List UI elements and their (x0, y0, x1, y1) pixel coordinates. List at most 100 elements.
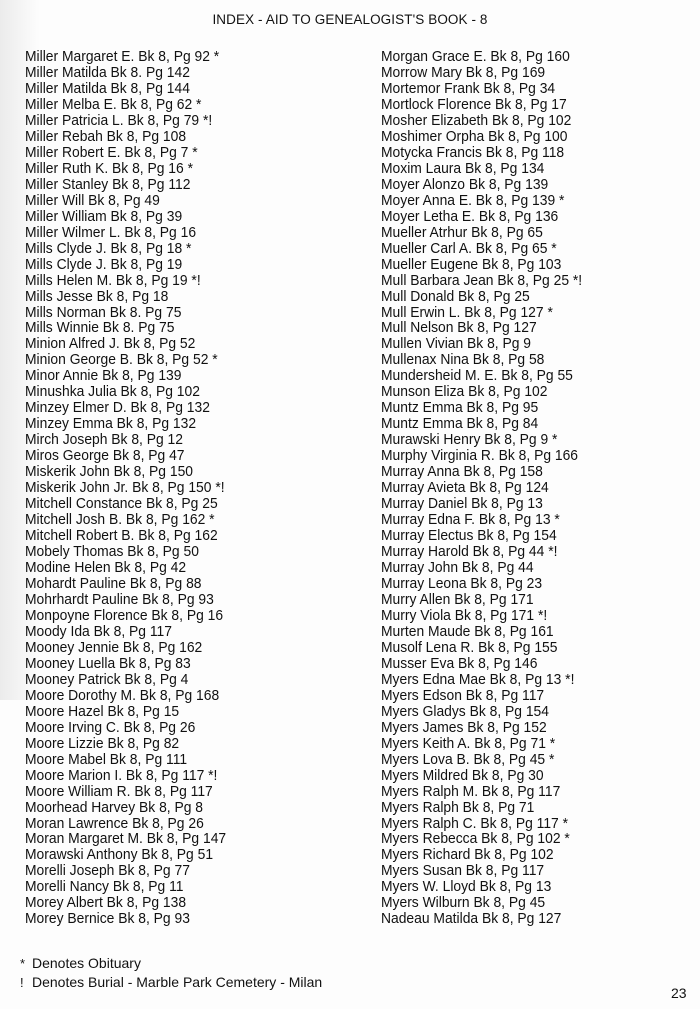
index-entry: Miller Stanley Bk 8, Pg 112 (25, 176, 191, 193)
index-entry: Mobely Thomas Bk 8, Pg 50 (25, 544, 199, 561)
legend-obituary: * Denotes Obituary (20, 955, 141, 971)
obituary-symbol: * (20, 956, 26, 971)
index-entry: Minzey Emma Bk 8, Pg 132 (25, 416, 197, 433)
index-entry: Moody Ida Bk 8, Pg 117 (25, 623, 172, 640)
index-entry: Miller Rebah Bk 8, Pg 108 (25, 128, 187, 145)
index-entry: Moxim Laura Bk 8, Pg 134 (381, 160, 545, 177)
burial-symbol: ! (20, 975, 24, 990)
index-entry: Mirch Joseph Bk 8, Pg 12 (25, 432, 183, 449)
scan-shading (0, 0, 40, 700)
index-entry: Miskerik John Jr. Bk 8, Pg 150 *! (25, 480, 225, 497)
index-entry: Miller Matilda Bk 8. Pg 142 (25, 64, 190, 81)
index-entry: Mooney Patrick Bk 8, Pg 4 (25, 671, 189, 688)
index-entry: Miros George Bk 8, Pg 47 (25, 448, 185, 465)
index-entry: Miller Robert E. Bk 8, Pg 7 * (25, 144, 198, 161)
index-entry: Mills Jesse Bk 8, Pg 18 (25, 288, 169, 305)
index-entry: Myers Edna Mae Bk 8, Pg 13 *! (381, 671, 575, 688)
index-entry: Myers Lova B. Bk 8, Pg 45 * (381, 751, 555, 768)
index-entry: Mueller Atrhur Bk 8, Pg 65 (381, 224, 543, 241)
index-entry: Morelli Joseph Bk 8, Pg 77 (25, 863, 190, 880)
index-entry: Moyer Letha E. Bk 8, Pg 136 (381, 208, 559, 225)
index-entry: Minor Annie Bk 8, Pg 139 (25, 368, 182, 385)
index-entry: Moyer Anna E. Bk 8, Pg 139 * (381, 192, 565, 209)
index-entry: Moore Irving C. Bk 8, Pg 26 (25, 719, 196, 736)
legend-burial: ! Denotes Burial - Marble Park Cemetery -… (20, 974, 322, 990)
index-column-left: Miller Margaret E. Bk 8, Pg 92 * Miller M… (25, 49, 237, 927)
index-entry: Minushka Julia Bk 8, Pg 102 (25, 384, 200, 401)
index-entry: Moore Hazel Bk 8, Pg 15 (25, 703, 180, 720)
index-entry: Murry Viola Bk 8, Pg 171 *! (381, 607, 548, 624)
index-entry: Murray Electus Bk 8, Pg 154 (381, 528, 557, 545)
index-entry: Moorhead Harvey Bk 8, Pg 8 (25, 799, 204, 816)
index-entry: Murray Anna Bk 8, Pg 158 (381, 464, 543, 481)
index-entry: Muntz Emma Bk 8, Pg 84 (381, 416, 539, 433)
index-entry: Moore Marion I. Bk 8, Pg 117 *! (25, 767, 218, 784)
index-entry: Morey Albert Bk 8, Pg 138 (25, 895, 187, 912)
index-entry: Musolf Lena R. Bk 8, Pg 155 (381, 639, 558, 656)
index-entry: Muntz Emma Bk 8, Pg 95 (381, 400, 539, 417)
index-entry: Moshimer Orpha Bk 8, Pg 100 (381, 128, 568, 145)
index-entry: Moyer Alonzo Bk 8, Pg 139 (381, 176, 549, 193)
index-entry: Myers Ralph M. Bk 8, Pg 117 (381, 783, 561, 800)
index-entry: Monpoyne Florence Bk 8, Pg 16 (25, 607, 224, 624)
index-entry: Myers Wilburn Bk 8, Pg 45 (381, 895, 546, 912)
index-entry: Murry Allen Bk 8, Pg 171 (381, 591, 534, 608)
index-entry: Mull Barbara Jean Bk 8, Pg 25 *! (381, 272, 583, 289)
index-entry: Myers W. Lloyd Bk 8, Pg 13 (381, 879, 552, 896)
index-entry: Murray Avieta Bk 8, Pg 124 (381, 480, 549, 497)
page-title: INDEX - AID TO GENEALOGIST'S BOOK - 8 (212, 12, 488, 27)
index-entry: Motycka Francis Bk 8, Pg 118 (381, 144, 565, 161)
index-entry: Morgan Grace E. Bk 8, Pg 160 (381, 49, 570, 65)
index-entry: Mohardt Pauline Bk 8, Pg 88 (25, 575, 202, 592)
index-entry: Mortemor Frank Bk 8, Pg 34 (381, 80, 556, 97)
index-entry: Mundersheid M. E. Bk 8, Pg 55 (381, 368, 573, 385)
index-entry: Murawski Henry Bk 8, Pg 9 * (381, 432, 558, 449)
index-entry: Mooney Luella Bk 8, Pg 83 (25, 655, 191, 672)
index-entry: Mills Norman Bk 8. Pg 75 (25, 304, 182, 321)
index-entry: Miller Ruth K. Bk 8, Pg 16 * (25, 160, 193, 177)
index-entry: Mull Erwin L. Bk 8, Pg 127 * (381, 304, 553, 321)
index-entry: Miller Melba E. Bk 8, Pg 62 * (25, 96, 202, 113)
index-entry: Miller Margaret E. Bk 8, Pg 92 * (25, 49, 220, 65)
index-entry: Myers Gladys Bk 8, Pg 154 (381, 703, 549, 720)
index-entry: Miller Patricia L. Bk 8, Pg 79 *! (25, 112, 213, 129)
index-entry: Moore William R. Bk 8, Pg 117 (25, 783, 213, 800)
index-entry: Mitchell Josh B. Bk 8, Pg 162 * (25, 512, 215, 529)
index-entry: Mooney Jennie Bk 8, Pg 162 (25, 639, 203, 656)
index-entry: Mohrhardt Pauline Bk 8, Pg 93 (25, 591, 214, 608)
index-entry: Myers Susan Bk 8, Pg 117 (381, 863, 545, 880)
index-entry: Nadeau Matilda Bk 8, Pg 127 (381, 911, 562, 928)
index-entry: Moore Dorothy M. Bk 8, Pg 168 (25, 687, 220, 704)
index-entry: Mortlock Florence Bk 8, Pg 17 (381, 96, 567, 113)
index-entry: Myers Mildred Bk 8, Pg 30 (381, 767, 544, 784)
index-entry: Mitchell Constance Bk 8, Pg 25 (25, 496, 218, 513)
index-entry: Miller William Bk 8, Pg 39 (25, 208, 183, 225)
obituary-legend-text: Denotes Obituary (32, 955, 141, 971)
index-entry: Musser Eva Bk 8, Pg 146 (381, 655, 538, 672)
index-entry: Murray John Bk 8, Pg 44 (381, 560, 534, 576)
index-entry: Morey Bernice Bk 8, Pg 93 (25, 911, 190, 928)
index-entry: Mullen Vivian Bk 8, Pg 9 (381, 336, 532, 353)
index-entry: Myers Rebecca Bk 8, Pg 102 * (381, 831, 570, 848)
index-entry: Modine Helen Bk 8, Pg 42 (25, 560, 187, 576)
index-entry: Murray Daniel Bk 8, Pg 13 (381, 496, 543, 513)
burial-legend-text: Denotes Burial - Marble Park Cemetery - … (32, 974, 323, 990)
index-entry: Miller Wilmer L. Bk 8, Pg 16 (25, 224, 197, 241)
index-entry: Mueller Eugene Bk 8, Pg 103 (381, 256, 562, 273)
index-entry: Murphy Virginia R. Bk 8, Pg 166 (381, 448, 579, 465)
index-entry: Minion George B. Bk 8, Pg 52 * (25, 352, 218, 369)
index-entry: Murray Leona Bk 8, Pg 23 (381, 575, 543, 592)
index-entry: Mills Winnie Bk 8. Pg 75 (25, 320, 175, 337)
index-entry: Miller Will Bk 8, Pg 49 (25, 192, 160, 209)
index-entry: Myers James Bk 8, Pg 152 (381, 719, 547, 736)
index-entry: Miller Matilda Bk 8, Pg 144 (25, 80, 190, 97)
index-entry: Morrow Mary Bk 8, Pg 169 (381, 64, 546, 81)
page-number: 23 (671, 985, 687, 1001)
index-entry: Mills Clyde J. Bk 8, Pg 19 (25, 256, 183, 273)
index-entry: Myers Edson Bk 8, Pg 117 (381, 687, 545, 704)
index-entry: Myers Richard Bk 8, Pg 102 (381, 847, 554, 864)
index-entry: Minzey Elmer D. Bk 8, Pg 132 (25, 400, 210, 417)
index-entry: Morelli Nancy Bk 8, Pg 11 (25, 879, 184, 896)
index-entry: Moore Lizzie Bk 8, Pg 82 (25, 735, 180, 752)
index-entry: Myers Keith A. Bk 8, Pg 71 * (381, 735, 556, 752)
